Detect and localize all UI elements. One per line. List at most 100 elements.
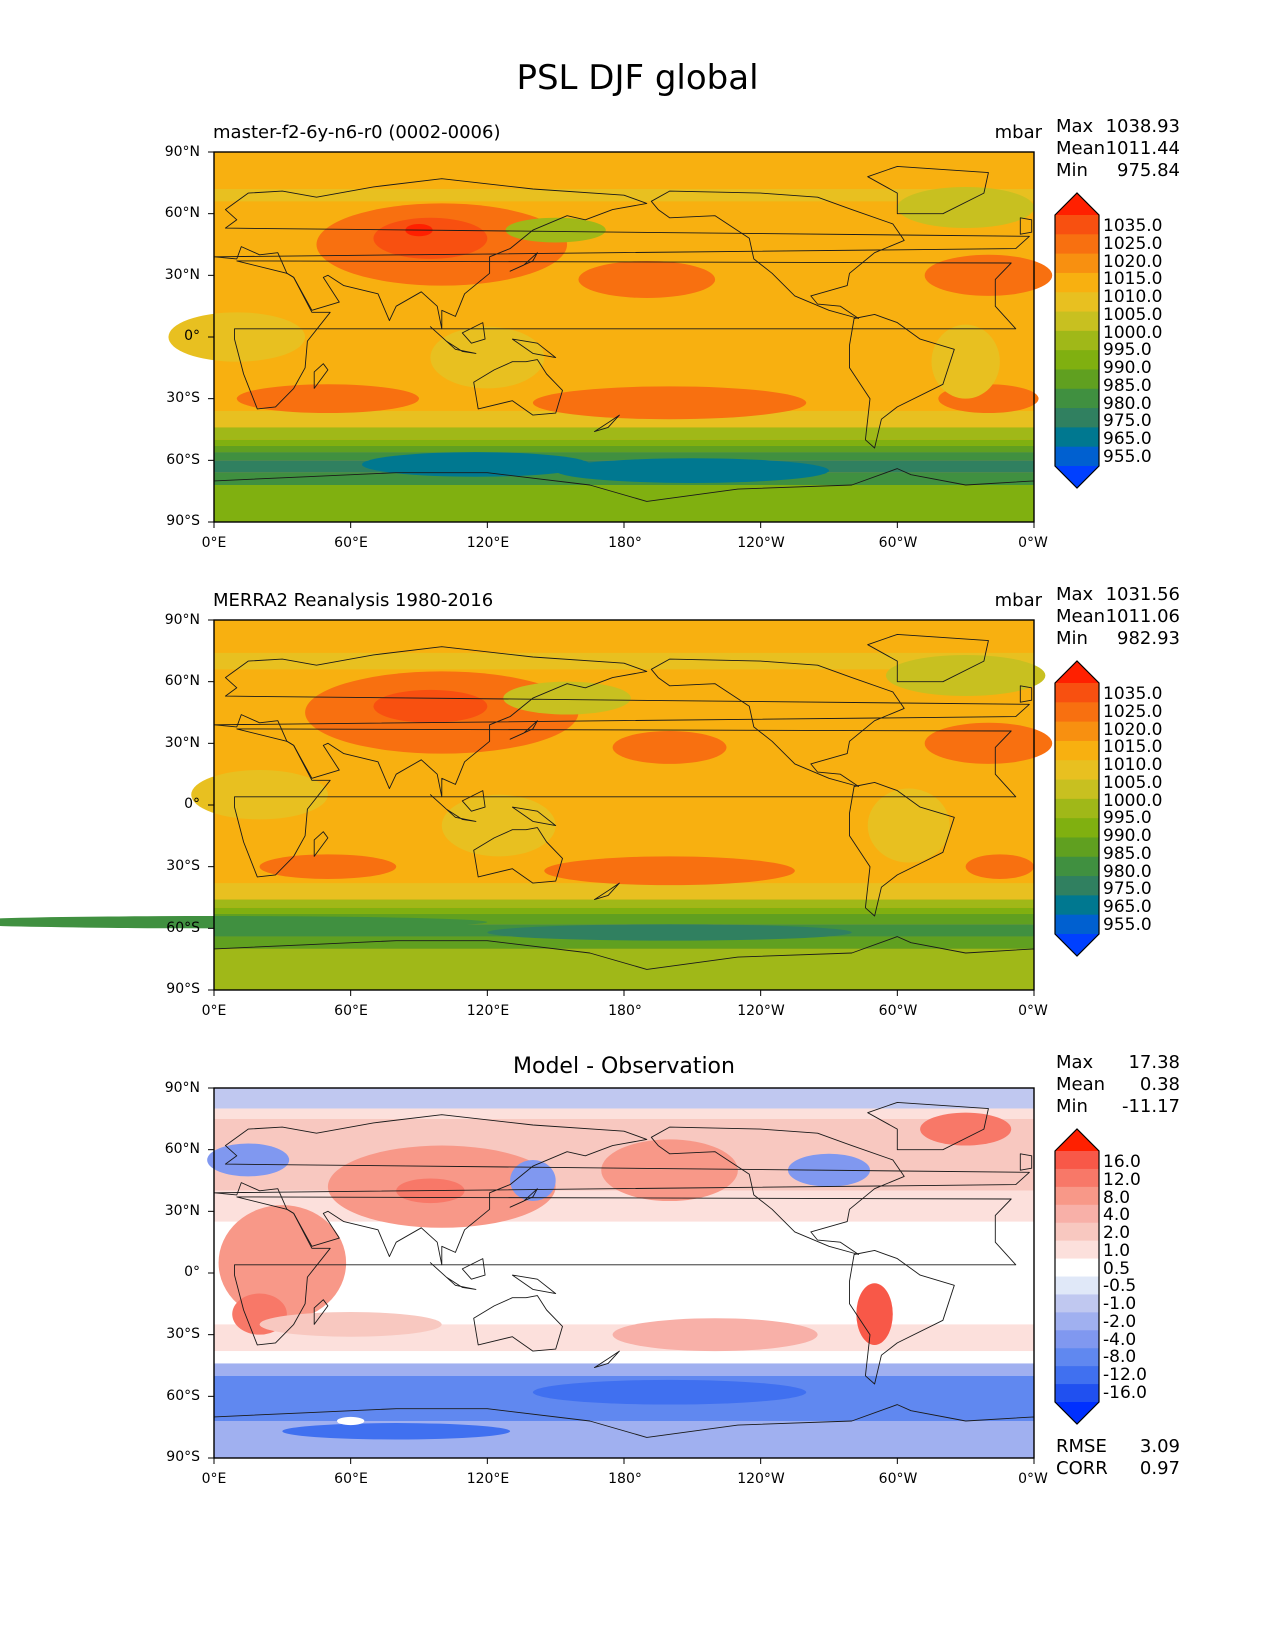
panel-3-cb-label: -4.0 — [1103, 1330, 1137, 1350]
panel-1-cb-label: 985.0 — [1103, 376, 1152, 396]
panel-3-cb-label: -8.0 — [1103, 1347, 1137, 1367]
panel-2-field-blob — [503, 681, 631, 715]
panel-2-field-band — [214, 652, 1034, 670]
panel-3-cb-label: 8.0 — [1103, 1188, 1131, 1208]
panel-3-min-label: Min — [1056, 1096, 1088, 1117]
panel-1-field — [168, 152, 1053, 522]
panel-1-cb-segment — [1055, 292, 1099, 313]
panel-1-map — [168, 151, 1053, 528]
panel-2-cb-outline — [1054, 660, 1100, 957]
panel-3-colorbar — [1054, 1128, 1100, 1425]
panel-2-field-band — [214, 907, 1034, 914]
panel-1-field-blob — [168, 312, 306, 362]
panel-2-cb-segment — [1055, 760, 1099, 781]
panel-3-coastline — [849, 1249, 955, 1385]
panel-3-cb-segment — [1055, 1151, 1099, 1170]
panel-3-cb-segment — [1055, 1312, 1099, 1331]
panel-3-field-blob — [282, 1423, 511, 1440]
panel-3-cb-label: 12.0 — [1103, 1170, 1141, 1190]
panel-3-lat-tick: 30°S — [166, 1326, 200, 1342]
panel-1-cb-segment — [1055, 369, 1099, 390]
panel-1-cb-label: 1020.0 — [1103, 252, 1163, 272]
panel-2-cb-label: 975.0 — [1103, 879, 1152, 899]
panel-2-cb-segment — [1055, 683, 1099, 703]
panel-2-coastline — [509, 720, 538, 740]
panel-3-cb-label: -16.0 — [1103, 1383, 1147, 1403]
panel-1-field-blob — [362, 452, 590, 477]
panel-1-lat-tick: 90°S — [166, 513, 200, 529]
panel-3-coastline — [1019, 1153, 1033, 1171]
panel-1-min-label: Min — [1056, 160, 1088, 181]
panel-3-coastline — [509, 1188, 538, 1208]
panel-1-lon-tick: 120°W — [737, 535, 785, 551]
panel-3-lat-tick: 90°N — [164, 1080, 200, 1096]
panel-1-lon-tick: 120°E — [466, 535, 510, 551]
panel-1-coastline — [429, 326, 477, 354]
panel-3-rmse-label: RMSE — [1056, 1436, 1107, 1457]
panel-3-coastline — [313, 1299, 329, 1325]
panel-2-cb-segment — [1055, 740, 1099, 761]
panel-2-cb-segment — [1055, 818, 1099, 838]
panel-1-field-blob — [373, 217, 488, 259]
panel-1-field-band — [214, 452, 1034, 461]
panel-2-lat-tick: 60°N — [164, 673, 200, 689]
panel-2-cb-segment — [1055, 856, 1099, 877]
panel-1-cb-label: 980.0 — [1103, 394, 1152, 414]
panel-1-coastline — [511, 338, 557, 359]
panel-1-lat-tick: 60°S — [166, 452, 200, 468]
panel-3-map — [207, 1087, 1035, 1464]
panel-3-title: Model - Observation — [513, 1054, 735, 1079]
panel-2-cb-label: 965.0 — [1103, 897, 1152, 917]
panel-1-cb-label: 990.0 — [1103, 358, 1152, 378]
figure-title: PSL DJF global — [516, 58, 759, 98]
panel-2-coastline — [473, 827, 563, 884]
panel-3-cb-arrow-bottom — [1055, 1402, 1099, 1424]
panel-1-cb-outline — [1054, 192, 1100, 489]
panel-2-coastline — [867, 633, 989, 683]
panel-1-coastline — [213, 178, 1030, 330]
panel-2-cb-label: 1015.0 — [1103, 737, 1163, 757]
panel-1-cb-label: 1035.0 — [1103, 216, 1163, 236]
panel-3-cb-outline — [1054, 1128, 1100, 1425]
panel-3-coastline — [867, 1101, 989, 1151]
panel-1-lat-tick: 0° — [184, 328, 200, 344]
panel-1-lat-tick: 30°N — [164, 267, 200, 283]
panel-1-field-blob — [532, 386, 807, 420]
panel-2-colorbar — [1054, 660, 1100, 957]
panel-3-field-band — [214, 1351, 1034, 1364]
panel-1-field-blob — [924, 254, 1053, 296]
panel-1-max-value: 1038.93 — [1105, 116, 1180, 137]
panel-1-field-blob — [236, 384, 419, 414]
panel-2-lat-tick: 0° — [184, 796, 200, 812]
panel-1-field-band — [214, 445, 1034, 453]
panel-3-lat-tick: 60°S — [166, 1388, 200, 1404]
panel-2-cb-arrow-bottom — [1055, 934, 1099, 956]
panel-3-field-blob — [510, 1159, 556, 1202]
panel-2-cb-label: 1000.0 — [1103, 791, 1163, 811]
panel-1-coastline — [313, 363, 329, 389]
panel-3-field-blob — [601, 1139, 738, 1202]
panel-1-lon-tick: 0°E — [201, 535, 227, 551]
panel-2-cb-label: 1020.0 — [1103, 720, 1163, 740]
panel-2-cb-label: 1005.0 — [1103, 773, 1163, 793]
panel-2-lat-tick: 30°N — [164, 735, 200, 751]
panel-2-lat-tick: 30°S — [166, 858, 200, 874]
panel-3-coastline — [593, 1350, 620, 1369]
panel-2-cb-label: 990.0 — [1103, 826, 1152, 846]
panel-2-lat-tick: 60°S — [166, 920, 200, 936]
panel-2-mean-value: 1011.06 — [1105, 606, 1180, 627]
panel-3-max-label: Max — [1056, 1052, 1094, 1073]
panel-1-cb-segment — [1055, 330, 1099, 351]
panel-2-field-blob — [544, 856, 795, 886]
panel-2-cb-segment — [1055, 895, 1099, 916]
panel-3-lat-tick: 30°N — [164, 1203, 200, 1219]
panel-2-cb-label: 980.0 — [1103, 862, 1152, 882]
panel-1-field-blob — [897, 186, 1034, 229]
panel-1-cb-segment — [1055, 446, 1099, 467]
panel-2-max-label: Max — [1056, 584, 1094, 605]
panel-3-field-blob — [259, 1312, 442, 1337]
panel-2-field-blob — [612, 731, 727, 764]
panel-1-coastline — [849, 313, 955, 449]
panel-2-cb-segment — [1055, 721, 1099, 742]
panel-3-cb-label: -12.0 — [1103, 1365, 1147, 1385]
